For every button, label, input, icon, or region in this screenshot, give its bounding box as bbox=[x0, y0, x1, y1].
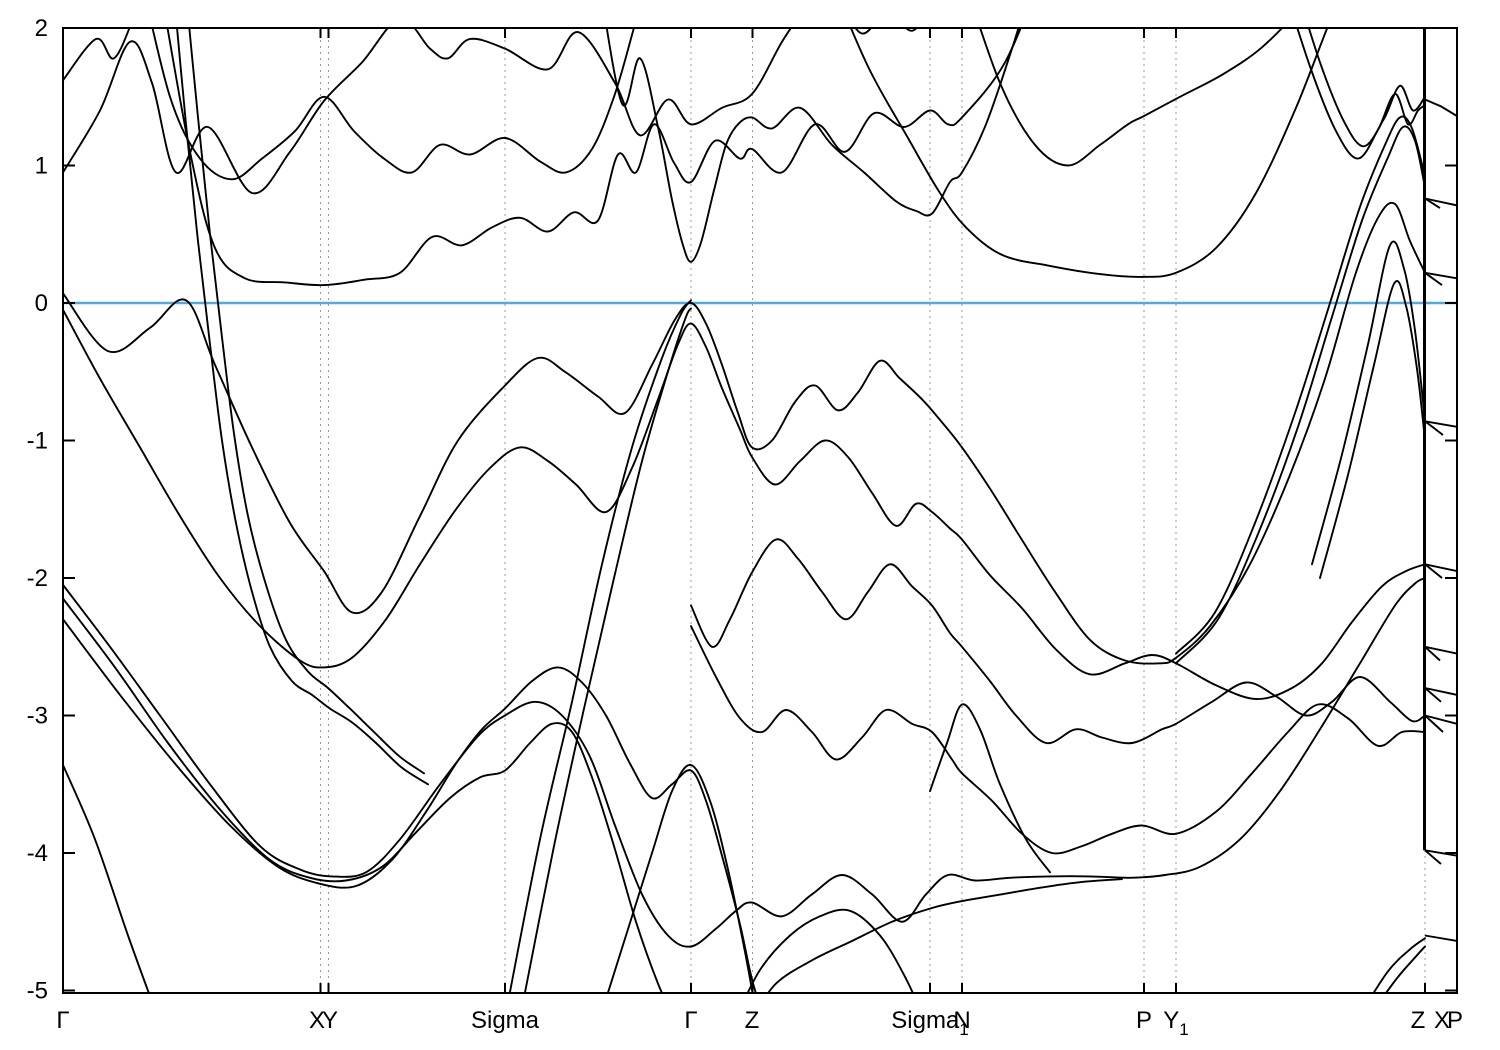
k-point-label: Γ bbox=[684, 1007, 697, 1034]
band-curve bbox=[929, 703, 1051, 874]
band-curve bbox=[1384, 945, 1426, 993]
band-curve bbox=[1319, 280, 1426, 579]
band-curve bbox=[63, 28, 131, 82]
band-curve bbox=[605, 28, 1020, 263]
strip-band-segment bbox=[1424, 197, 1457, 207]
k-point-label: N bbox=[953, 1007, 970, 1034]
strip-band-segment bbox=[1424, 687, 1442, 703]
y-tick-label: -3 bbox=[27, 703, 48, 730]
strip-band-segment bbox=[1424, 849, 1457, 857]
strip-band-segment bbox=[1424, 714, 1457, 725]
band-curve bbox=[606, 764, 754, 993]
band-curve bbox=[849, 28, 1329, 278]
y-tick-label: 0 bbox=[35, 290, 48, 317]
band-curve bbox=[176, 28, 429, 786]
band-curve bbox=[151, 28, 635, 181]
strip-band-segment bbox=[1424, 563, 1457, 573]
strip-band-segment bbox=[1424, 197, 1441, 209]
band-curve bbox=[63, 618, 757, 993]
band-curve bbox=[690, 538, 1426, 745]
band-curve bbox=[508, 299, 692, 993]
plot-border bbox=[62, 27, 1458, 994]
band-curve bbox=[1311, 240, 1426, 566]
y-tick-label: -4 bbox=[27, 840, 48, 867]
y-tick-label: -1 bbox=[27, 428, 48, 455]
band-curve bbox=[166, 28, 1022, 287]
y-tick-label: -2 bbox=[27, 565, 48, 592]
band-curve bbox=[746, 908, 914, 993]
k-point-label: Γ bbox=[56, 1007, 69, 1034]
k-point-label: X bbox=[309, 1007, 325, 1034]
strip-band-segment bbox=[1424, 271, 1457, 280]
band-curve bbox=[766, 878, 1123, 993]
strip-band-segment bbox=[1424, 687, 1457, 696]
strip-band-segment bbox=[1424, 420, 1444, 436]
strip-band-segment bbox=[1424, 645, 1457, 655]
strip-band-segment bbox=[1424, 934, 1457, 942]
k-point-label: Sigma bbox=[471, 1007, 540, 1034]
strip-band-segment bbox=[1424, 849, 1442, 865]
strip-band-segment bbox=[1424, 646, 1441, 662]
strip-band-segment bbox=[1424, 98, 1457, 117]
band-curve bbox=[854, 28, 960, 35]
band-curve bbox=[63, 597, 663, 993]
strip-band-segment bbox=[1424, 272, 1443, 286]
band-curve bbox=[523, 307, 692, 993]
k-point-label: Sigma1 bbox=[891, 1007, 969, 1039]
strip-band-segment bbox=[1424, 714, 1444, 733]
strip-band-segment bbox=[1424, 420, 1457, 428]
k-point-label: X bbox=[1434, 1007, 1450, 1034]
band-curve bbox=[63, 577, 1426, 948]
k-point-label: Y bbox=[322, 1007, 338, 1034]
band-curve bbox=[63, 28, 792, 195]
k-point-label: P bbox=[1447, 1007, 1463, 1034]
y-tick-label: -5 bbox=[27, 978, 48, 1005]
band-curve bbox=[63, 764, 150, 993]
band-curve bbox=[690, 625, 1426, 855]
band-curve bbox=[188, 28, 425, 775]
band-curve bbox=[1175, 115, 1426, 655]
k-point-label: Z bbox=[745, 1007, 760, 1034]
k-point-label: P bbox=[1136, 1007, 1152, 1034]
band-curve bbox=[63, 201, 1426, 665]
strip-band-segment bbox=[1424, 563, 1443, 579]
k-point-label: Y1 bbox=[1163, 1007, 1188, 1039]
band-curve bbox=[1307, 28, 1426, 148]
band-curve bbox=[63, 308, 1426, 700]
band-curve bbox=[1372, 937, 1426, 993]
band-curve bbox=[1175, 125, 1426, 665]
k-point-label: Z bbox=[1411, 1007, 1426, 1034]
band-curve bbox=[979, 28, 1284, 167]
y-tick-label: 2 bbox=[35, 15, 48, 42]
y-tick-label: 1 bbox=[35, 153, 48, 180]
